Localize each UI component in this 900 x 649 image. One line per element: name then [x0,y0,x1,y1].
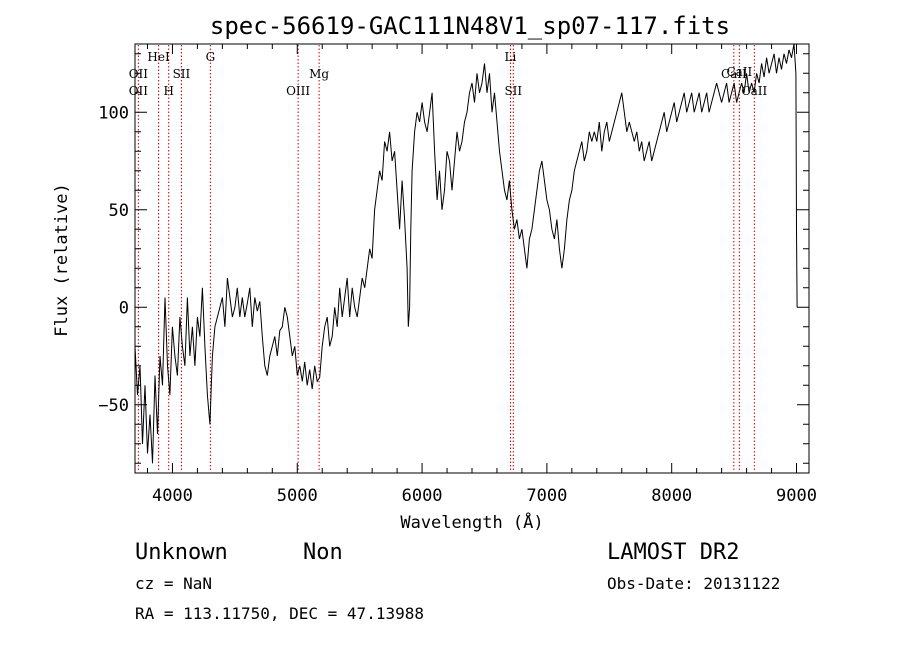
x-tick-label: 4000 [152,486,193,506]
spectral-line-label: H [163,84,173,98]
plot-frame [134,43,810,474]
y-tick-label: 100 [98,103,129,123]
coordinates: RA = 113.11750, DEC = 47.13988 [135,604,424,623]
flux-series-line [134,43,798,464]
x-axis-label: Wavelength (Å) [400,511,543,533]
spectrum-info: Unknown Non LAMOST DR2 cz = NaN Obs-Date… [135,540,780,623]
y-tick-label: 0 [119,298,129,318]
object-subclass: Non [303,540,343,565]
x-axis-ticks: 4000 5000 6000 7000 8000 9000 [146,44,817,506]
x-tick-label: 7000 [526,486,567,506]
spectral-line-markers [137,45,755,472]
spectral-line-label: CaII [721,67,747,81]
y-tick-label: −50 [98,396,129,416]
x-tick-label: 9000 [776,486,817,506]
y-axis-label: Flux (relative) [52,183,72,337]
spectral-line-label: OII [129,84,149,98]
chart-title: spec-56619-GAC111N48V1_sp07-117.fits [210,12,730,40]
y-tick-label: 50 [109,201,129,221]
survey-name: LAMOST DR2 [607,540,739,565]
spectral-line-label: HeI [147,50,170,64]
spectral-line-label: Li [505,50,517,64]
spectral-line-label: OIII [286,84,310,98]
y-axis-ticks: −50 0 50 100 [98,53,809,464]
spectral-line-label: SII [173,67,191,81]
x-tick-label: 5000 [277,486,318,506]
spectral-line-label: SII [504,84,522,98]
redshift-cz: cz = NaN [135,574,212,593]
spectral-line-label: G [206,50,216,64]
spectral-line-label: Mg [309,67,329,81]
x-tick-label: 8000 [651,486,692,506]
spectral-line-label: OII [129,67,149,81]
x-tick-label: 6000 [402,486,443,506]
object-class: Unknown [135,540,228,565]
observation-date: Obs-Date: 20131122 [607,574,780,593]
